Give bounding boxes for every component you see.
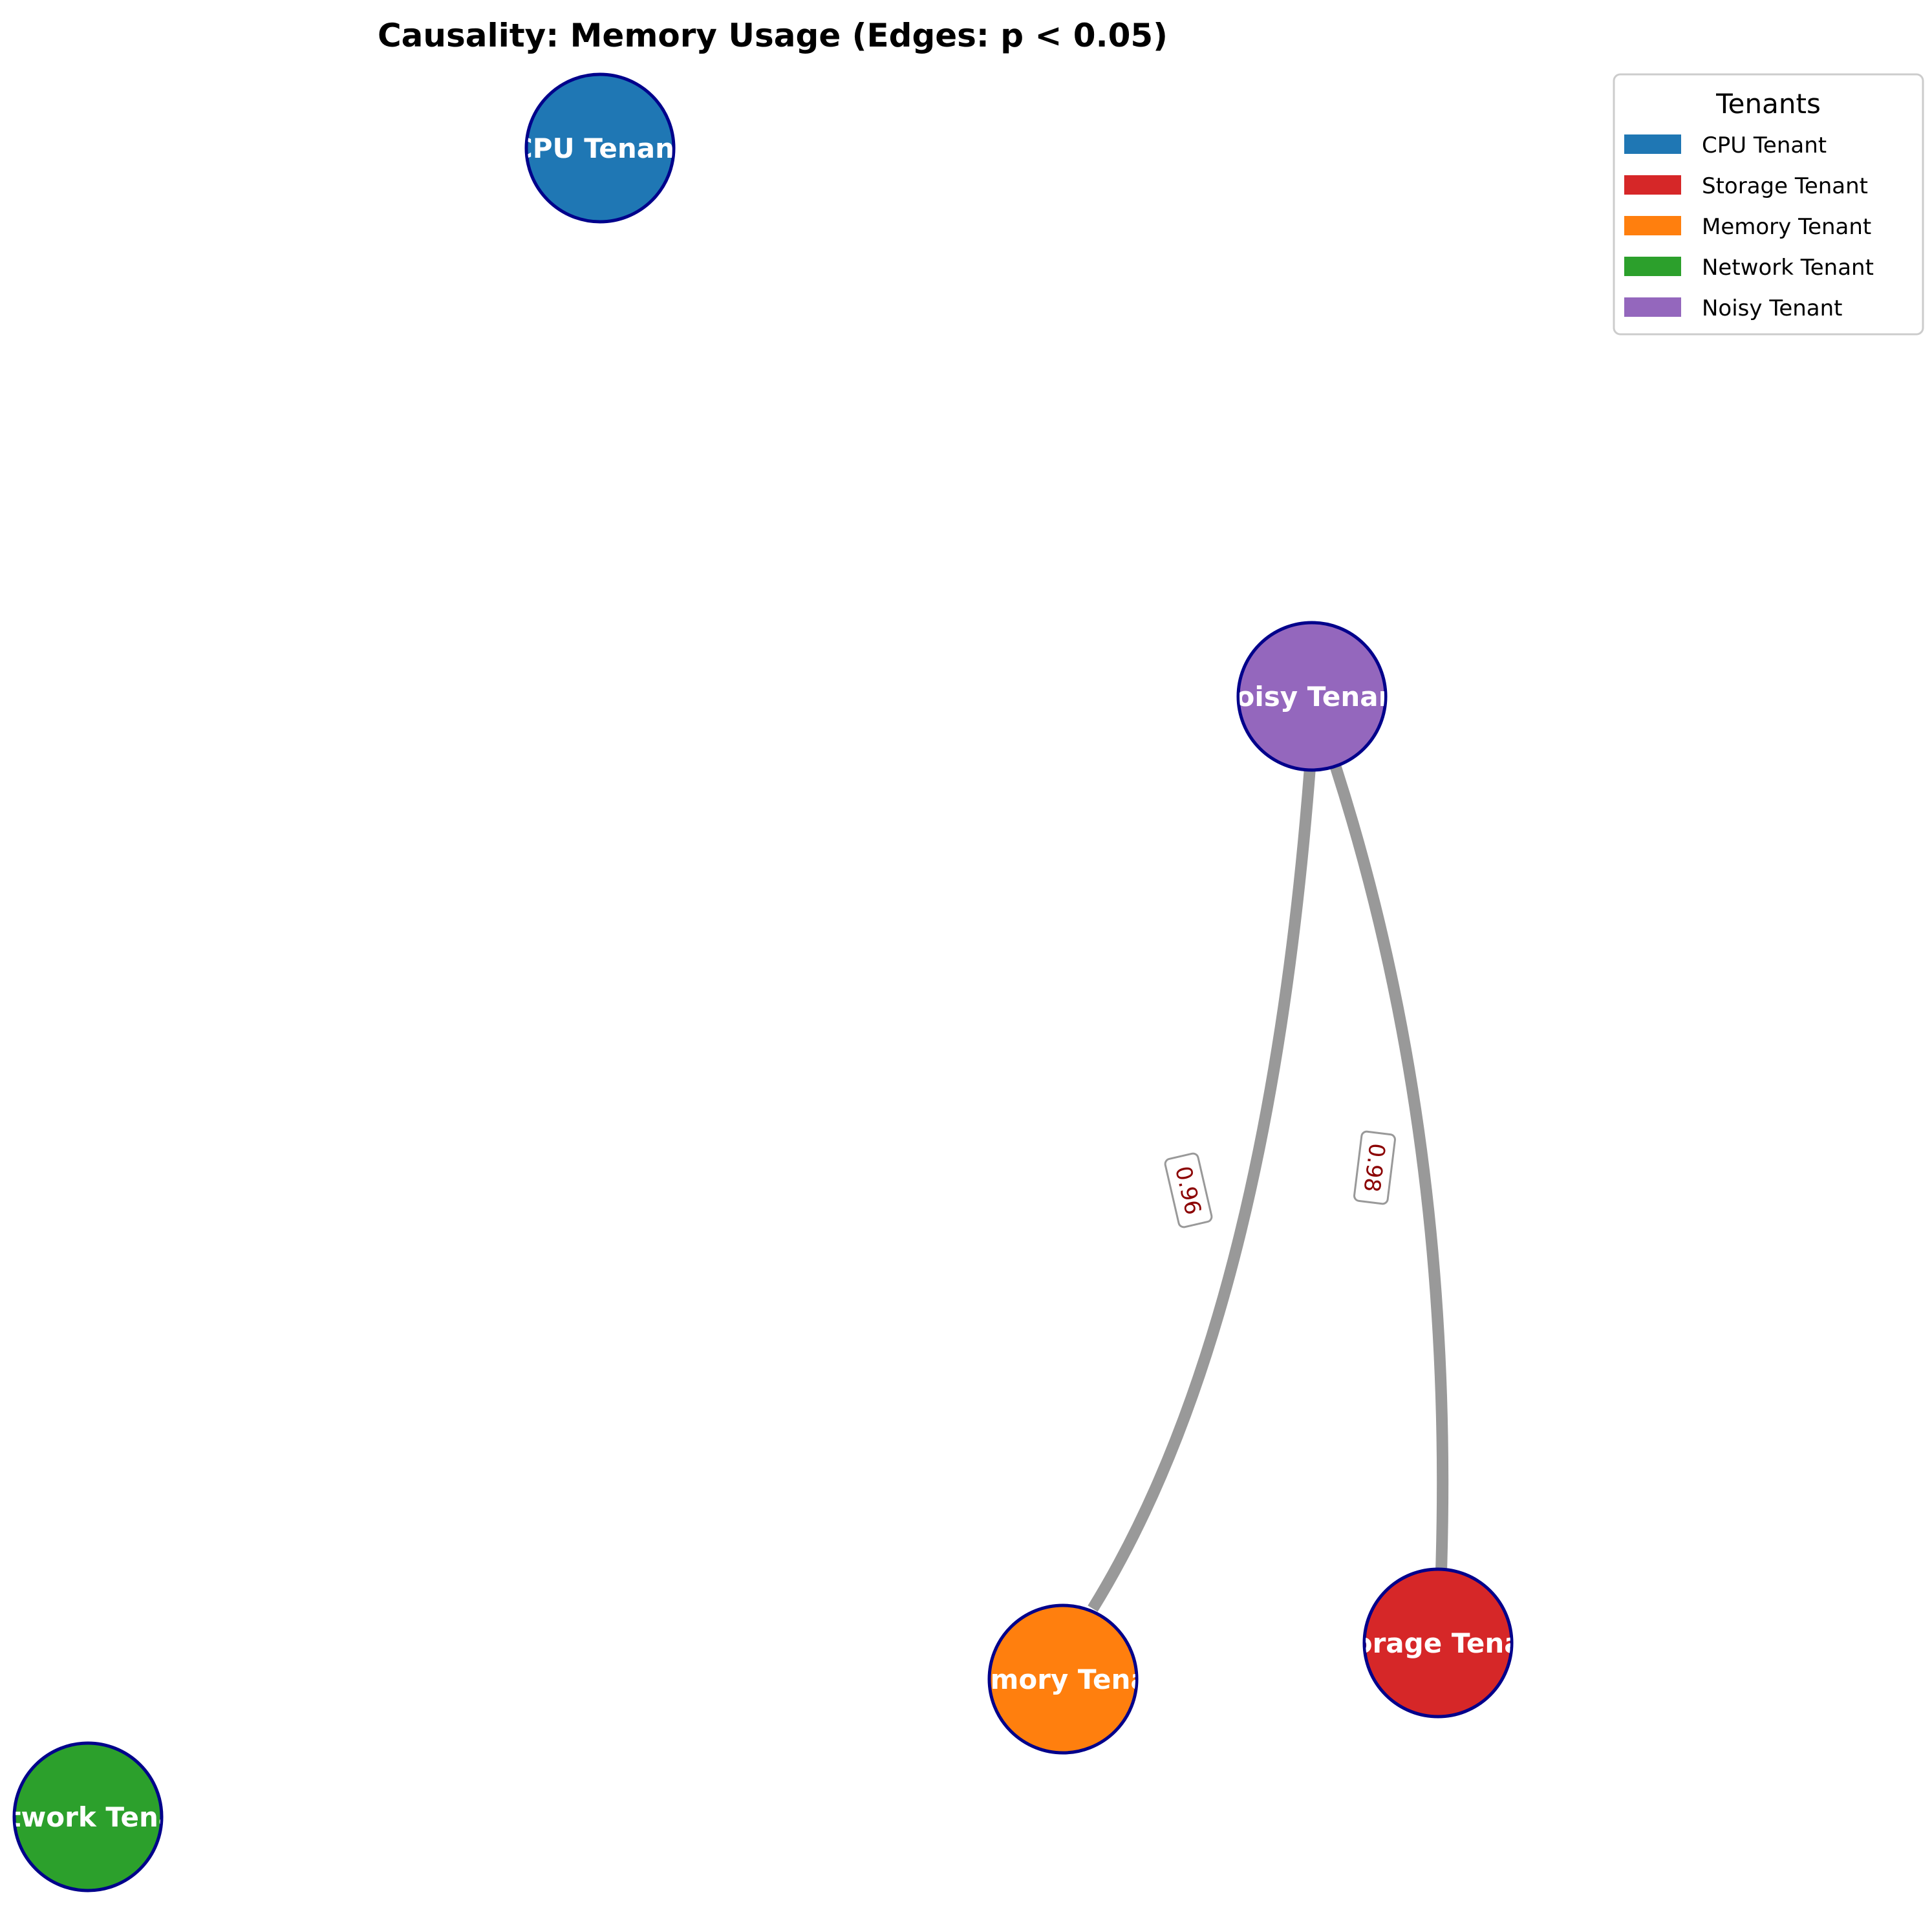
legend-box	[1613, 73, 1924, 336]
legend-item-memory: Memory Tenant	[1624, 214, 1871, 240]
node-label-noisy: Noisy Tenant	[1213, 681, 1410, 713]
node-label-cpu: CPU Tenant	[513, 133, 687, 164]
legend-swatch	[1624, 257, 1681, 276]
node-label-memory: Memory Tenant	[945, 1664, 1181, 1695]
legend-swatch	[1624, 175, 1681, 195]
legend-label: Memory Tenant	[1702, 214, 1871, 240]
legend-label: Noisy Tenant	[1702, 295, 1843, 321]
legend-label: CPU Tenant	[1702, 133, 1827, 158]
node-label-network: Network Tenant	[0, 1801, 209, 1833]
edge-weight-noisy-storage: 0.98	[1358, 1142, 1390, 1194]
legend-label: Storage Tenant	[1702, 173, 1868, 199]
node-cpu-tenant[interactable]: CPU Tenant	[513, 72, 687, 224]
legend: Tenants CPU Tenant Storage Tenant Memory…	[1613, 73, 1924, 336]
legend-label: Network Tenant	[1702, 255, 1874, 281]
node-label-storage: Storage Tenant	[1321, 1627, 1554, 1659]
node-storage-tenant[interactable]: Storage Tenant	[1321, 1567, 1554, 1719]
legend-swatch	[1624, 134, 1681, 154]
legend-item-storage: Storage Tenant	[1624, 173, 1868, 199]
node-noisy-tenant[interactable]: Noisy Tenant	[1213, 621, 1410, 772]
edge-noisy-to-memory	[1088, 767, 1316, 1612]
node-network-tenant[interactable]: Network Tenant	[0, 1741, 209, 1892]
edge-label-memory: 0.96	[1164, 1152, 1213, 1228]
legend-swatch	[1624, 297, 1681, 317]
graph-title: Causality: Memory Usage (Edges: p < 0.05…	[378, 17, 1168, 54]
legend-item-network: Network Tenant	[1624, 255, 1874, 281]
edge-label-storage: 0.98	[1353, 1130, 1396, 1205]
edges	[1088, 766, 1449, 1612]
legend-swatch	[1624, 216, 1681, 235]
legend-item-cpu: CPU Tenant	[1624, 133, 1827, 158]
node-memory-tenant[interactable]: Memory Tenant	[945, 1603, 1181, 1755]
legend-item-noisy: Noisy Tenant	[1624, 295, 1843, 321]
edge-noisy-to-storage	[1330, 766, 1449, 1572]
legend-title: Tenants	[1715, 88, 1821, 120]
